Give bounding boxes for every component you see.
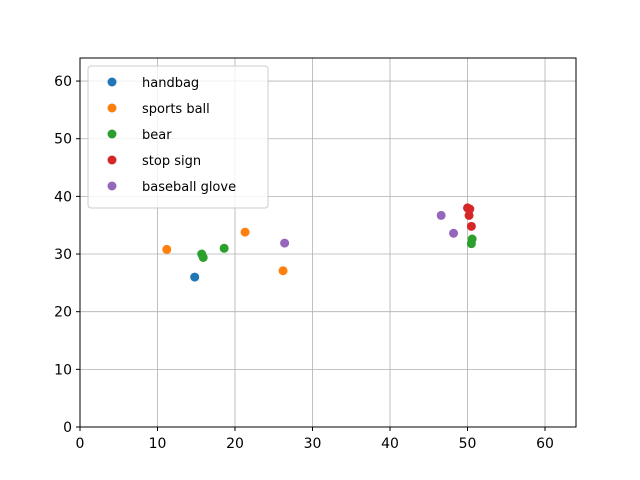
data-point <box>464 210 474 220</box>
legend-label: sports ball <box>142 102 210 117</box>
y-tick-label: 0 <box>63 420 72 436</box>
x-tick-label: 60 <box>536 436 554 452</box>
data-point <box>198 252 208 262</box>
y-tick-label: 20 <box>54 305 72 321</box>
x-tick-label: 10 <box>149 436 167 452</box>
legend-label: bear <box>142 128 172 143</box>
data-point <box>219 243 229 253</box>
data-points <box>162 203 477 282</box>
plot-frame <box>79 57 577 428</box>
legend-marker <box>107 181 117 191</box>
x-tick-label: 50 <box>459 436 477 452</box>
y-tick-label: 30 <box>54 247 72 263</box>
x-tick-label: 0 <box>76 436 85 452</box>
legend-marker <box>107 103 117 113</box>
legend-marker <box>107 129 117 139</box>
data-point <box>436 210 446 220</box>
x-tick-label: 40 <box>381 436 399 452</box>
legend-label: stop sign <box>142 154 201 169</box>
y-tick-label: 60 <box>54 74 72 90</box>
data-point <box>466 221 476 231</box>
x-tick-label: 20 <box>226 436 244 452</box>
legend-box <box>87 65 269 209</box>
data-point <box>280 238 290 248</box>
y-tick-label: 50 <box>54 132 72 148</box>
axes: 0 10 20 30 40 50 60 0 10 20 30 40 50 60 <box>54 57 577 452</box>
data-point <box>278 266 288 276</box>
data-point <box>466 239 476 249</box>
data-point <box>190 272 200 282</box>
data-point <box>240 227 250 237</box>
legend-label: baseball glove <box>142 180 236 195</box>
legend-marker <box>107 155 117 165</box>
y-tick-label: 40 <box>54 189 72 205</box>
legend-marker <box>107 77 117 87</box>
y-tick-label: 10 <box>54 362 72 378</box>
data-point <box>162 244 172 254</box>
x-tick-label: 30 <box>304 436 322 452</box>
data-point <box>449 228 459 238</box>
legend: handbag sports ball bear stop sign baseball … <box>87 65 269 209</box>
legend-label: handbag <box>142 76 199 91</box>
